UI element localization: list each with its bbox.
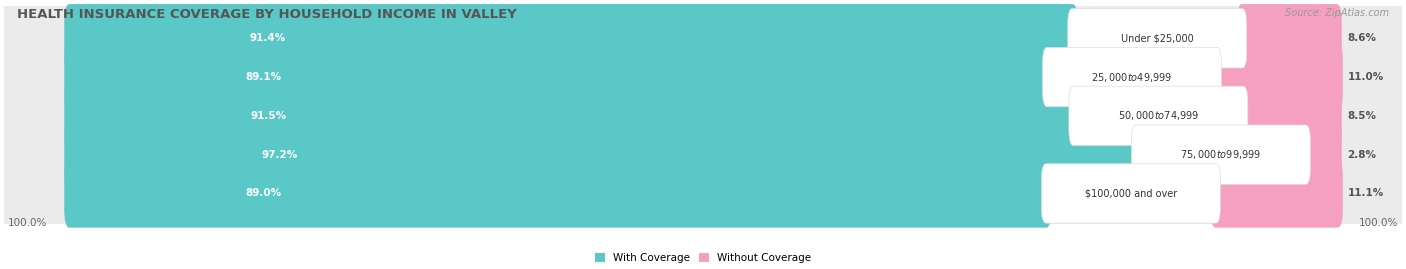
FancyBboxPatch shape bbox=[0, 100, 1406, 210]
FancyBboxPatch shape bbox=[1132, 125, 1310, 184]
FancyBboxPatch shape bbox=[1042, 164, 1220, 223]
FancyBboxPatch shape bbox=[1069, 86, 1249, 146]
Text: 100.0%: 100.0% bbox=[8, 218, 48, 228]
Text: HEALTH INSURANCE COVERAGE BY HOUSEHOLD INCOME IN VALLEY: HEALTH INSURANCE COVERAGE BY HOUSEHOLD I… bbox=[17, 8, 516, 21]
Text: 89.0%: 89.0% bbox=[245, 189, 281, 199]
Text: 8.5%: 8.5% bbox=[1347, 111, 1376, 121]
Text: $50,000 to $74,999: $50,000 to $74,999 bbox=[1118, 109, 1199, 122]
Text: 91.4%: 91.4% bbox=[250, 33, 287, 43]
FancyBboxPatch shape bbox=[1067, 9, 1247, 68]
Text: $75,000 to $99,999: $75,000 to $99,999 bbox=[1180, 148, 1261, 161]
Text: 100.0%: 100.0% bbox=[1358, 218, 1398, 228]
FancyBboxPatch shape bbox=[0, 61, 1406, 171]
FancyBboxPatch shape bbox=[0, 138, 1406, 249]
Text: 11.0%: 11.0% bbox=[1348, 72, 1385, 82]
FancyBboxPatch shape bbox=[65, 4, 1077, 73]
FancyBboxPatch shape bbox=[1239, 82, 1341, 150]
FancyBboxPatch shape bbox=[65, 159, 1052, 228]
Text: Source: ZipAtlas.com: Source: ZipAtlas.com bbox=[1285, 8, 1389, 18]
FancyBboxPatch shape bbox=[0, 0, 1406, 94]
Text: 91.5%: 91.5% bbox=[250, 111, 287, 121]
Text: 8.6%: 8.6% bbox=[1347, 33, 1376, 43]
FancyBboxPatch shape bbox=[65, 121, 1142, 189]
FancyBboxPatch shape bbox=[1211, 159, 1343, 228]
Text: 97.2%: 97.2% bbox=[262, 150, 298, 160]
Text: 2.8%: 2.8% bbox=[1347, 150, 1376, 160]
FancyBboxPatch shape bbox=[1237, 4, 1341, 73]
Text: 11.1%: 11.1% bbox=[1348, 189, 1385, 199]
FancyBboxPatch shape bbox=[1212, 43, 1343, 111]
Legend: With Coverage, Without Coverage: With Coverage, Without Coverage bbox=[591, 249, 815, 267]
FancyBboxPatch shape bbox=[65, 43, 1052, 111]
Text: $100,000 and over: $100,000 and over bbox=[1085, 189, 1177, 199]
FancyBboxPatch shape bbox=[0, 22, 1406, 132]
Text: 89.1%: 89.1% bbox=[246, 72, 281, 82]
Text: Under $25,000: Under $25,000 bbox=[1121, 33, 1194, 43]
FancyBboxPatch shape bbox=[1301, 121, 1341, 189]
FancyBboxPatch shape bbox=[65, 82, 1078, 150]
Text: $25,000 to $49,999: $25,000 to $49,999 bbox=[1091, 70, 1173, 84]
FancyBboxPatch shape bbox=[1042, 47, 1222, 107]
